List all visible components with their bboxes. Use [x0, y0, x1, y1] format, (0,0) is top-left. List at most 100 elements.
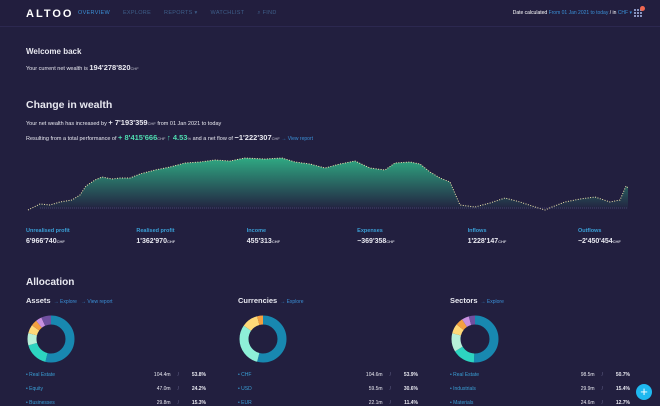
stat-value: −369'358 [357, 238, 387, 245]
unit: CHF [498, 239, 507, 244]
unit: CHF [147, 121, 156, 126]
unit: CHF [612, 239, 621, 244]
nav-watchlist[interactable]: WATCHLIST [210, 10, 245, 16]
sectors-title: Sectors [450, 296, 478, 305]
assets-title: Assets [26, 296, 51, 305]
row-amount: 104.6m [365, 372, 383, 378]
stat-label: Realised profit [136, 228, 175, 234]
logo[interactable]: ALTOO [26, 8, 74, 20]
nav-find[interactable]: ⌕ FIND [257, 10, 277, 16]
row-name: USD [238, 386, 252, 392]
row-name: Real Estate [26, 372, 55, 378]
row-pct: 15.4% [615, 386, 630, 392]
row-amount: 98.5m [580, 372, 595, 378]
stat-value: 1'362'970 [136, 238, 167, 245]
sectors-section: Sectors→ Explore Real Estate98.5m/50.7% … [450, 296, 630, 406]
sectors-explore-link[interactable]: → Explore [480, 299, 504, 305]
nav-menu: OVERVIEW EXPLORE REPORTS ▾ WATCHLIST ⌕ F… [78, 10, 277, 17]
welcome-title: Welcome back [26, 47, 82, 56]
stat-label: Outflows [577, 228, 602, 234]
stat-value: 6'966'740 [26, 238, 57, 245]
assets-donut-chart[interactable] [26, 314, 76, 364]
change-line: Your net wealth has increased by + 7'193… [26, 118, 221, 127]
row-amount: 29.8m [156, 400, 171, 406]
assets-section: Assets→ Explore→ View report Real Estate… [26, 296, 206, 406]
row-amount: 24.6m [580, 400, 595, 406]
unit: % [187, 136, 192, 141]
row-pct: 11.4% [404, 400, 418, 406]
stat-label: Income [246, 228, 267, 234]
stat-value: 1'228'147 [467, 238, 499, 245]
chart-area [28, 158, 628, 210]
sectors-donut-chart[interactable] [450, 314, 500, 364]
net-wealth-value: 194'278'820 [89, 63, 131, 72]
currency-selector[interactable]: CHF ▾ [617, 10, 632, 16]
text: Resulting from a total performance of [26, 136, 117, 142]
row-pct: 24.2% [191, 386, 206, 392]
row-pct: 50.7% [615, 372, 630, 378]
stat-label: Unrealised profit [26, 228, 70, 234]
unit: CHF [166, 239, 176, 244]
view-report-link[interactable]: → View report [281, 136, 313, 142]
assets-view-report-link[interactable]: → View report [80, 299, 113, 305]
row-name: Businesses [26, 400, 55, 406]
currencies-explore-link[interactable]: → Explore [280, 299, 304, 305]
row-pct: 53.8% [191, 372, 206, 378]
row-amount: 29.9m [580, 386, 595, 392]
separator: / [609, 10, 612, 16]
currencies-title: Currencies [238, 296, 278, 305]
row-name: Equity [26, 386, 43, 392]
net-flow-value: −1'222'307 [234, 133, 272, 142]
row-pct: 53.9% [403, 372, 418, 378]
net-wealth-label: Your current net wealth is [26, 66, 88, 72]
performance-value: + 8'415'666 [118, 133, 158, 142]
notification-badge [640, 6, 645, 11]
stat-unrealised-profit[interactable]: Unrealised profit 6'966'740CHF [26, 228, 126, 245]
increase-value: + 7'193'359 [108, 118, 148, 127]
row-name: CHF [238, 372, 251, 378]
row-amount: 47.0m [156, 386, 171, 392]
stat-income[interactable]: Income 455'313CHF [247, 228, 347, 245]
row-pct: 30.6% [403, 386, 418, 392]
change-title: Change in wealth [26, 99, 113, 111]
unit: CHF [386, 239, 395, 244]
net-wealth-line: Your current net wealth is 194'278'820CH… [26, 63, 139, 72]
row-name: Real Estate [450, 372, 479, 378]
row-amount: 22.1m [368, 400, 383, 406]
stat-label: Inflows [467, 228, 487, 234]
performance-pct: ↑ 4.53 [167, 133, 188, 142]
currencies-donut-chart[interactable] [238, 314, 288, 364]
stat-label: Expenses [357, 228, 383, 234]
row-pct: 12.7% [615, 400, 630, 406]
add-fab-button[interactable]: + [636, 384, 652, 400]
text: from 01 Jan 2021 to today [157, 121, 222, 127]
date-calculated: Date calculated From 01 Jan 2021 to toda… [513, 10, 632, 16]
unit: CHF [157, 136, 166, 141]
unit: CHF [271, 136, 280, 141]
unit: CHF [271, 239, 281, 244]
stat-expenses[interactable]: Expenses −369'358CHF [357, 228, 457, 245]
date-range-selector[interactable]: From 01 Jan 2021 to today [548, 10, 609, 16]
stat-outflows[interactable]: Outflows −2'450'454CHF [578, 228, 636, 245]
unit: CHF [56, 239, 65, 244]
date-label: Date calculated [512, 10, 548, 16]
nav-explore[interactable]: EXPLORE [122, 10, 152, 16]
stat-realised-profit[interactable]: Realised profit 1'362'970CHF [136, 228, 236, 245]
wealth-chart[interactable] [20, 150, 640, 220]
row-pct: 15.3% [191, 400, 206, 406]
stat-inflows[interactable]: Inflows 1'228'147CHF [468, 228, 568, 245]
assets-explore-link[interactable]: → Explore [53, 299, 77, 305]
row-amount: 59.5m [368, 386, 383, 392]
nav-overview[interactable]: OVERVIEW [78, 10, 110, 16]
nav-reports[interactable]: REPORTS ▾ [164, 10, 198, 16]
